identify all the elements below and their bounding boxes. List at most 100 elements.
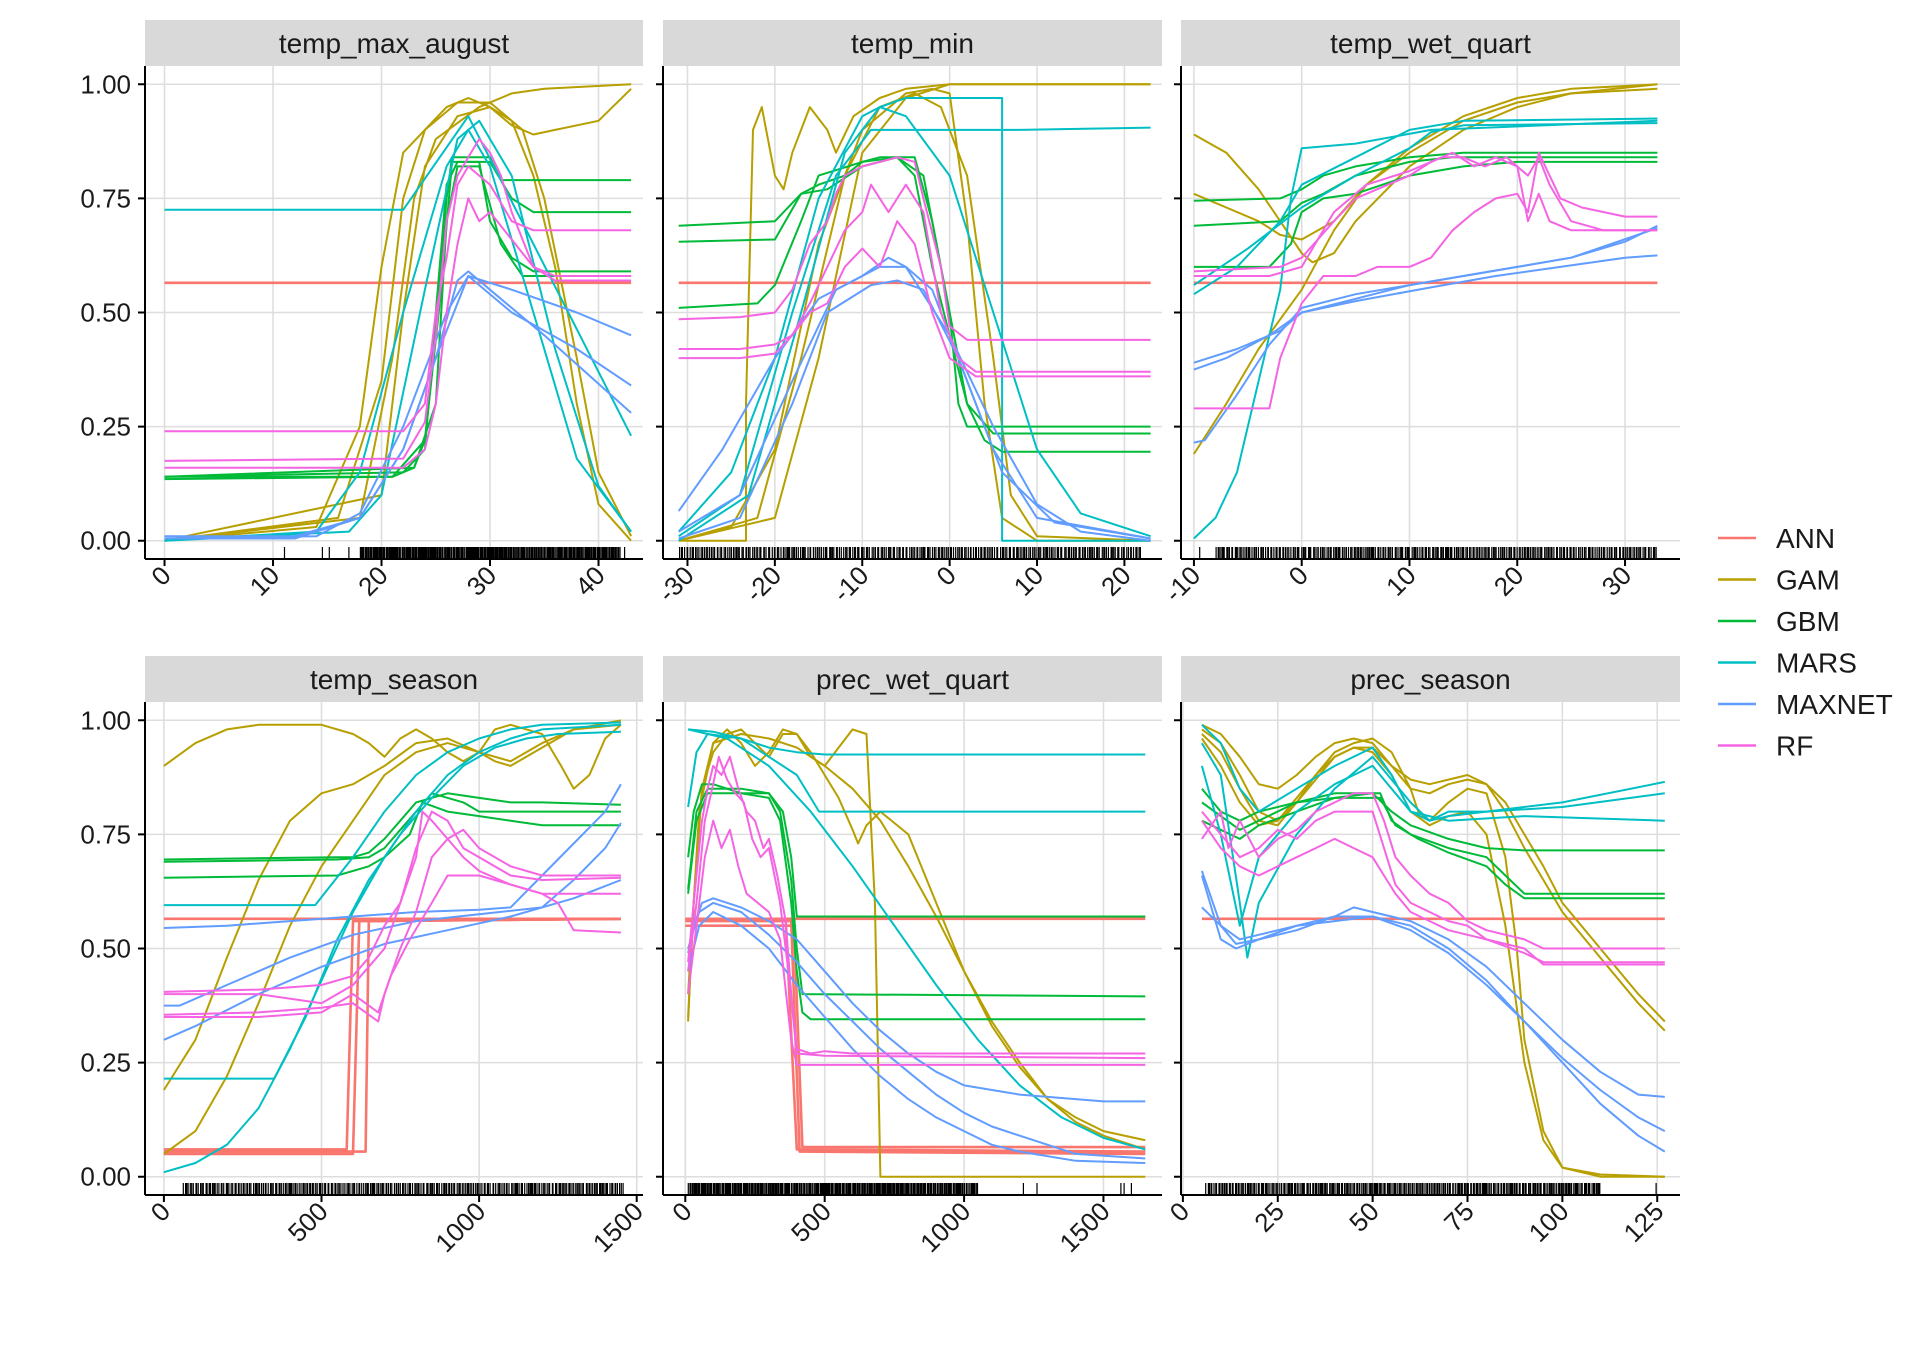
series-line-gam <box>1193 83 1658 264</box>
series-line-rf <box>164 165 632 433</box>
x-tick-label: 1500 <box>1054 1196 1116 1258</box>
series-line-rf <box>1193 156 1658 277</box>
series-line-gbm <box>687 783 1146 918</box>
facet-strip-label: temp_season <box>310 664 478 695</box>
series-line-maxnet <box>677 256 1151 542</box>
facet-strip-label: temp_min <box>851 28 974 59</box>
facet-panel: prec_wet_quart 0 500 1000 1500 <box>656 656 1162 1258</box>
plot-area <box>164 83 632 542</box>
series-line-mars <box>1193 122 1658 286</box>
series-line-gam <box>163 719 622 1155</box>
x-tick-label: -20 <box>739 560 787 608</box>
series-line-maxnet <box>687 901 1146 1160</box>
x-tick-label: 40 <box>569 560 611 602</box>
plot-area <box>1200 723 1666 1178</box>
y-tick-label: 0.25 <box>80 1048 131 1078</box>
series-line-gbm <box>1193 156 1658 227</box>
facet-strip <box>145 656 643 702</box>
series-line-rf <box>163 810 621 993</box>
series-line-gbm <box>164 160 632 478</box>
y-tick-label: 0.75 <box>80 819 131 849</box>
x-tick-label: 125 <box>1618 1196 1670 1248</box>
series-line-gbm <box>678 156 1151 453</box>
x-tick-label: 0 <box>666 1196 697 1227</box>
y-tick-label: 0.75 <box>80 183 131 213</box>
gridlines <box>663 702 1162 1195</box>
series-line-gam <box>1193 83 1658 455</box>
y-tick-label: 0.50 <box>80 934 131 964</box>
series-line-mars <box>678 126 1151 538</box>
series-line-rf <box>1193 151 1658 410</box>
series-line-maxnet <box>687 911 1146 1164</box>
series-line-rf <box>678 156 1151 341</box>
rug-marks <box>687 1183 1132 1195</box>
x-tick-label: -30 <box>652 560 700 608</box>
gridlines <box>145 702 643 1195</box>
x-tick-label: 20 <box>1095 560 1137 602</box>
rug-marks <box>283 547 626 559</box>
series-line-gbm <box>164 165 632 478</box>
series-line-maxnet <box>164 275 632 540</box>
series-line-maxnet <box>1200 875 1666 1132</box>
series-line-gbm <box>163 792 621 861</box>
series-line-gam <box>1201 733 1666 1032</box>
series-line-gbm <box>1201 796 1665 900</box>
series-line-mars <box>1193 119 1658 540</box>
series-line-maxnet <box>1201 906 1666 1153</box>
rug-ticks <box>1199 547 1657 559</box>
series-line-maxnet <box>163 879 622 1041</box>
series-line-gbm <box>678 156 1151 435</box>
series-line-gam <box>163 723 621 1091</box>
series-line-mars <box>688 728 1146 756</box>
rug-ticks <box>182 1183 624 1195</box>
series-line-gam <box>687 733 1146 1151</box>
x-tick-label: 0 <box>145 1196 176 1227</box>
legend-label: GBM <box>1776 606 1840 637</box>
legend-label: RF <box>1776 731 1813 762</box>
x-tick-label: 1000 <box>429 1196 491 1258</box>
rug-marks <box>1199 547 1657 559</box>
series-line-rf <box>687 819 1146 1066</box>
x-tick-label: 25 <box>1248 1196 1290 1238</box>
series-line-rf <box>163 874 621 1018</box>
series-line-maxnet <box>687 897 1146 1103</box>
x-tick-label: 100 <box>1523 1196 1575 1248</box>
x-tick-label: 0 <box>1164 1196 1195 1227</box>
plot-area <box>677 83 1151 542</box>
series-line-rf <box>1201 810 1665 964</box>
series-line-maxnet <box>678 279 1151 540</box>
series-line-gam <box>164 106 632 542</box>
x-tick-label: 50 <box>1343 1196 1385 1238</box>
facet-strip <box>1181 656 1680 702</box>
legend-label: MARS <box>1776 648 1857 679</box>
facet-strip-label: temp_max_august <box>279 28 510 59</box>
series-line-rf <box>164 197 632 469</box>
rug-marks <box>182 1183 624 1195</box>
gridlines <box>1181 702 1680 1195</box>
series-line-gam <box>1201 723 1666 1023</box>
facet-strip <box>145 20 643 66</box>
series-line-maxnet <box>1200 870 1665 1098</box>
rug-marks <box>1205 1183 1657 1195</box>
y-tick-label: 1.00 <box>80 69 131 99</box>
x-tick-label: 1500 <box>587 1196 649 1258</box>
series-line-mars <box>163 723 621 1174</box>
series-line-rf <box>678 183 1151 373</box>
series-line-ann <box>163 917 621 1151</box>
series-line-mars <box>163 721 621 907</box>
x-tick-label: -10 <box>1158 560 1206 608</box>
rug-ticks <box>679 547 1141 559</box>
facet-panel: prec_season 0 25 50 75 100 125 <box>1164 656 1680 1248</box>
series-line-gbm <box>163 801 621 879</box>
x-tick-label: 0 <box>145 560 176 591</box>
series-line-ann <box>163 917 621 1156</box>
series-line-rf <box>163 810 621 1005</box>
series-line-gbm <box>1193 151 1658 202</box>
series-line-mars <box>677 106 1151 538</box>
series-line-mars <box>687 733 1146 813</box>
x-tick-label: 30 <box>461 560 503 602</box>
facet-strip <box>1181 20 1680 66</box>
series-line-rf <box>1201 820 1665 966</box>
